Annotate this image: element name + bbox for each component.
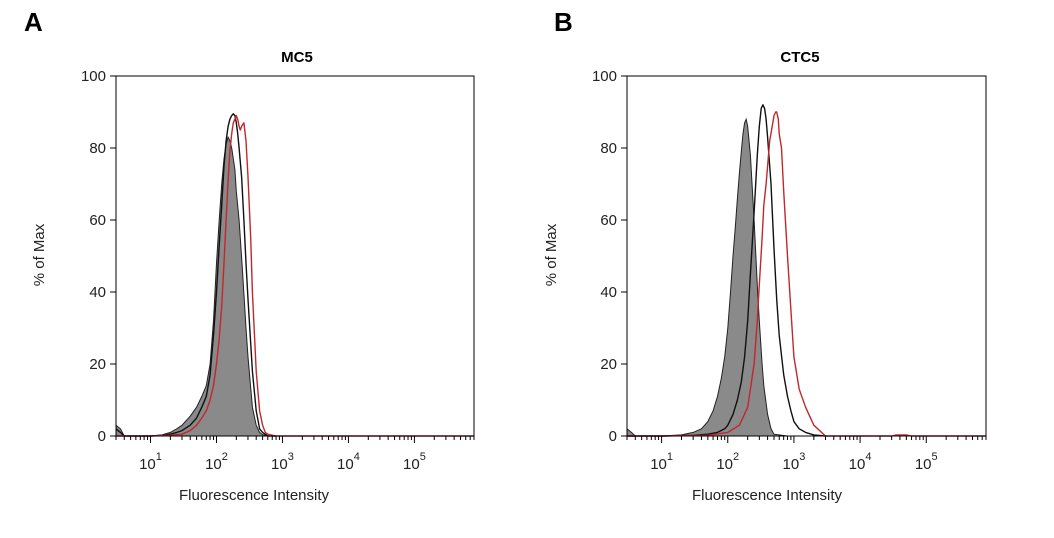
series-filled-b: [626, 117, 788, 437]
x-tick-base: 10: [915, 456, 932, 473]
x-tick-exponent: 5: [420, 451, 426, 463]
x-tick-label-a: 103: [271, 451, 294, 473]
x-tick-exponent: 3: [799, 451, 805, 463]
x-tick-exponent: 4: [865, 451, 871, 463]
y-tick-label-a: 0: [98, 428, 106, 445]
x-tick-base: 10: [716, 456, 733, 473]
x-tick-exponent: 2: [222, 451, 228, 463]
x-tick-label-a: 104: [337, 451, 360, 473]
chart-title-b: CTC5: [780, 49, 819, 66]
x-tick-base: 10: [271, 456, 288, 473]
x-tick-label-a: 102: [205, 451, 228, 473]
chart-title-a: MC5: [281, 49, 313, 66]
x-tick-label-b: 104: [849, 451, 872, 473]
x-axis-label-b: Fluorescence Intensity: [692, 487, 843, 504]
y-tick-label-a: 20: [89, 356, 106, 373]
y-tick-label-b: 20: [600, 356, 617, 373]
x-tick-label-a: 105: [403, 451, 426, 473]
panel-letter-b: B: [554, 7, 573, 37]
panel-a: A MC5 Fluorescence Intensity % of Max 0 2…: [24, 7, 475, 504]
x-tick-label-b: 103: [783, 451, 806, 473]
y-tick-label-b: 80: [600, 140, 617, 157]
x-tick-exponent: 4: [354, 451, 360, 463]
series-red-line-b: [627, 111, 986, 437]
plot-frame-b: [626, 75, 987, 437]
x-tick-base: 10: [139, 456, 156, 473]
x-tick-exponent: 5: [932, 451, 938, 463]
y-tick-label-a: 80: [89, 140, 106, 157]
x-tick-exponent: 3: [288, 451, 294, 463]
y-tick-label-a: 40: [89, 284, 106, 301]
x-tick-exponent: 2: [733, 451, 739, 463]
x-tick-exponent: 1: [156, 451, 162, 463]
x-tick-label-b: 101: [650, 451, 673, 473]
series-black-line-b: [627, 104, 826, 437]
y-axis-label-b: % of Max: [543, 223, 560, 286]
x-axis-label-a: Fluorescence Intensity: [179, 487, 330, 504]
y-tick-label-a: 100: [81, 68, 106, 85]
x-tick-label-b: 102: [716, 451, 739, 473]
x-tick-label-b: 105: [915, 451, 938, 473]
x-tick-base: 10: [337, 456, 354, 473]
y-tick-label-b: 40: [600, 284, 617, 301]
x-tick-base: 10: [650, 456, 667, 473]
y-axis-label-a: % of Max: [31, 223, 48, 286]
x-tick-base: 10: [849, 456, 866, 473]
x-tick-exponent: 1: [667, 451, 673, 463]
x-tick-base: 10: [403, 456, 420, 473]
series-black-line-a: [115, 113, 277, 437]
x-tick-label-a: 101: [139, 451, 162, 473]
panel-letter-a: A: [24, 7, 43, 37]
y-tick-label-b: 0: [609, 428, 617, 445]
y-tick-label-a: 60: [89, 212, 106, 229]
x-tick-base: 10: [783, 456, 800, 473]
series-red-line-a: [116, 114, 474, 437]
x-tick-base: 10: [205, 456, 222, 473]
y-tick-label-b: 60: [600, 212, 617, 229]
y-tick-label-b: 100: [592, 68, 617, 85]
panel-b: B CTC5 Fluorescence Intensity % of Max 0…: [543, 7, 987, 504]
plot-frame-a: [115, 75, 475, 437]
